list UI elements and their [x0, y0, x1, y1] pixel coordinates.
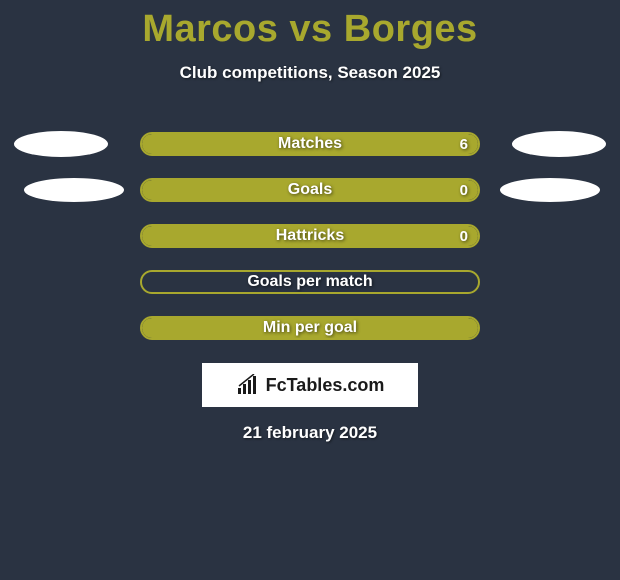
- stat-row-matches: Matches 6: [0, 121, 620, 167]
- player-ellipse-left: [14, 131, 108, 157]
- date-label: 21 february 2025: [0, 423, 620, 443]
- stat-value-right: 0: [460, 182, 468, 199]
- stat-pill: Hattricks 0: [140, 224, 480, 248]
- chart-icon: [236, 374, 260, 396]
- stat-pill: Matches 6: [140, 132, 480, 156]
- stat-pill: Min per goal: [140, 316, 480, 340]
- stat-row-min-per-goal: Min per goal: [0, 305, 620, 351]
- subtitle: Club competitions, Season 2025: [0, 63, 620, 83]
- stat-value-right: 0: [460, 228, 468, 245]
- stat-value-right: 6: [460, 136, 468, 153]
- pill-fill-right: [142, 134, 478, 154]
- page-title: Marcos vs Borges: [0, 0, 620, 51]
- pill-fill-right: [142, 226, 478, 246]
- stat-pill: Goals per match: [140, 270, 480, 294]
- stat-row-goals-per-match: Goals per match: [0, 259, 620, 305]
- player-ellipse-right: [512, 131, 606, 157]
- pill-fill-right: [142, 180, 478, 200]
- stat-row-goals: Goals 0: [0, 167, 620, 213]
- logo-text: FcTables.com: [266, 375, 385, 396]
- logo-box: FcTables.com: [202, 363, 418, 407]
- stat-label: Goals per match: [142, 273, 478, 291]
- stat-pill: Goals 0: [140, 178, 480, 202]
- player-ellipse-left: [24, 178, 124, 202]
- stat-row-hattricks: Hattricks 0: [0, 213, 620, 259]
- player-ellipse-right: [500, 178, 600, 202]
- stats-container: Matches 6 Goals 0 Hattricks 0 Goals per …: [0, 121, 620, 351]
- pill-fill-right: [142, 318, 478, 338]
